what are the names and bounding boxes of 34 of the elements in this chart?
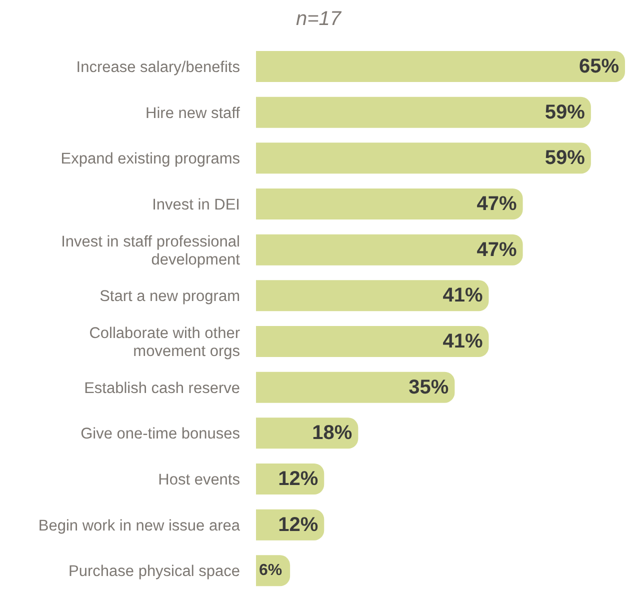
data-label: 65%	[578, 56, 620, 78]
data-label: 18%	[312, 422, 352, 444]
y-tick-label: Increase salary/benefits	[76, 58, 240, 76]
y-tick-label: Hire new staff	[146, 104, 241, 122]
data-label: 47%	[476, 238, 518, 261]
data-label: 12%	[278, 468, 318, 490]
bar	[256, 188, 523, 220]
data-label: 41%	[442, 284, 483, 307]
y-tick-label: Host events	[158, 470, 240, 488]
y-tick-label: Invest in staff professional development	[61, 232, 241, 268]
bar	[256, 96, 591, 128]
data-label: 41%	[442, 330, 483, 352]
data-label: 6%	[259, 562, 282, 580]
bar	[256, 418, 358, 449]
bar	[256, 326, 489, 357]
y-tick-label: Collaborate with other movement orgs	[89, 324, 240, 360]
data-label: 59%	[544, 101, 586, 124]
y-tick-label: Establish cash reserve	[84, 379, 240, 396]
chart-subtitle: n=17	[294, 8, 342, 32]
y-tick-label: Purchase physical space	[68, 562, 240, 580]
bar	[256, 51, 625, 82]
y-tick-label: Expand existing programs	[60, 150, 240, 168]
y-tick-label: Invest in DEI	[152, 196, 240, 213]
bar	[256, 280, 489, 312]
y-tick-label: Give one-time bonuses	[80, 425, 240, 442]
y-tick-label: Start a new program	[100, 288, 240, 305]
bar	[256, 142, 591, 174]
y-tick-label: Begin work in new issue area	[38, 516, 240, 534]
data-label: 47%	[476, 193, 518, 215]
data-label: 12%	[278, 514, 318, 536]
bar	[256, 234, 523, 266]
data-label: 35%	[408, 376, 449, 398]
bar	[256, 372, 455, 403]
data-label: 59%	[544, 147, 586, 170]
